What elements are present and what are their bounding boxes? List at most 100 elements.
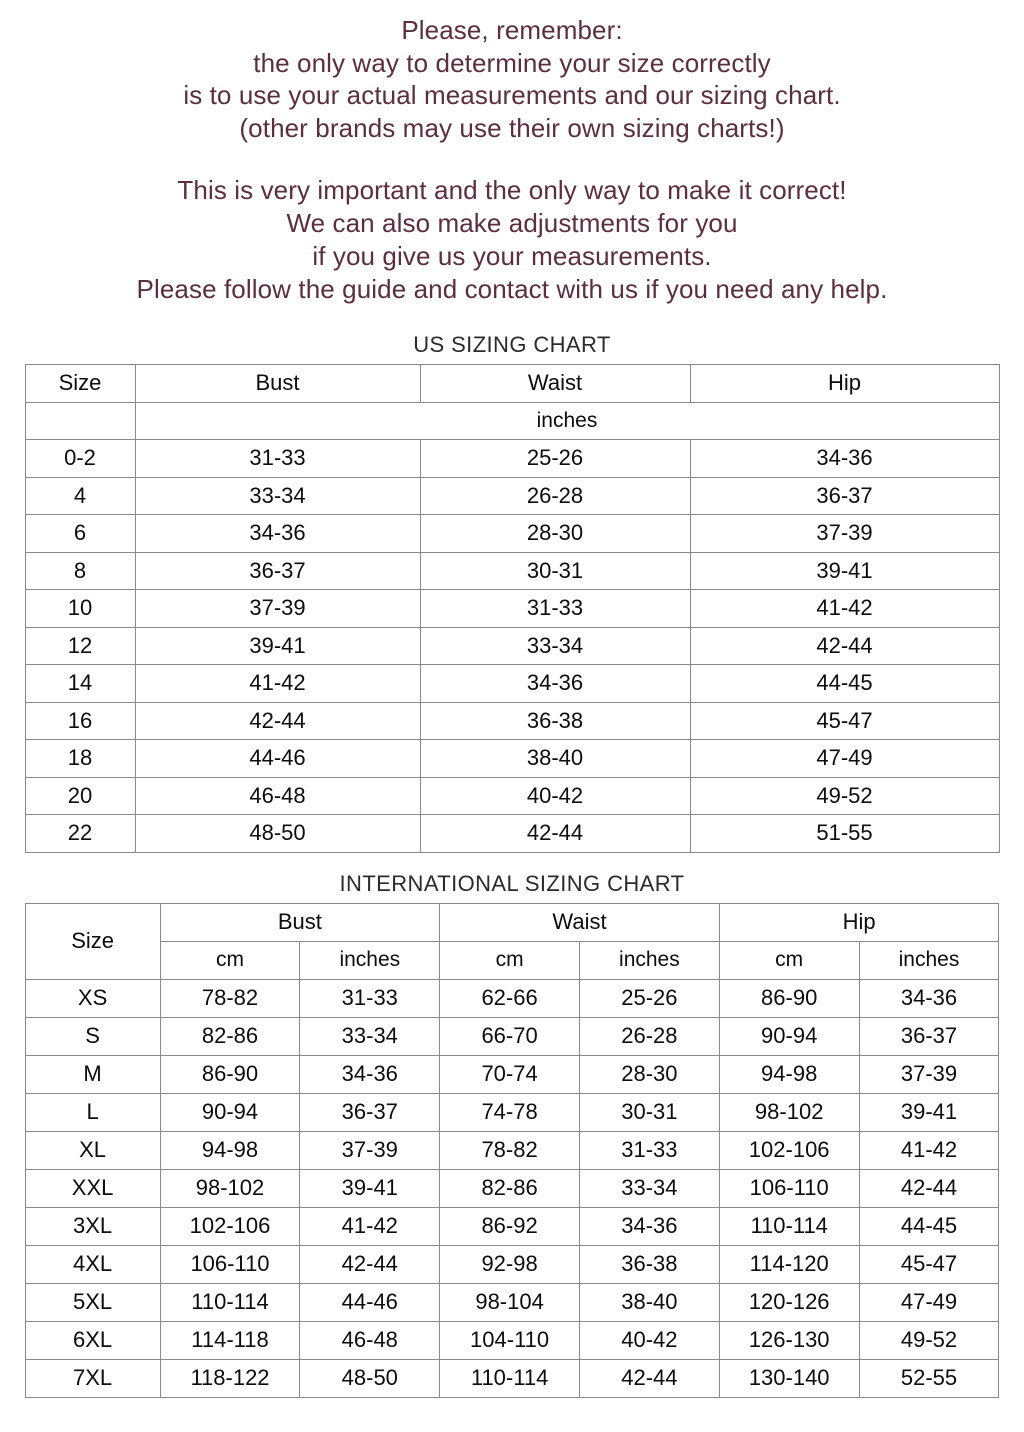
cell-hip-inches: 37-39 <box>858 1054 1000 1094</box>
cell-waist-cm: 62-66 <box>439 978 580 1018</box>
cell-hip-inches: 44-45 <box>858 1206 1000 1246</box>
table-header-row: Size Bust Waist Hip <box>24 364 1000 403</box>
cell-hip: 34-36 <box>689 439 1000 478</box>
cell-bust: 34-36 <box>134 514 421 553</box>
cell-bust-inches: 48-50 <box>299 1358 441 1398</box>
cell-size: XL <box>24 1130 161 1170</box>
table-row: 22 48-50 42-44 51-55 <box>24 814 1000 853</box>
cell-waist: 30-31 <box>419 551 691 590</box>
cell-hip-inches: 52-55 <box>858 1358 1000 1398</box>
table-row: 6 34-36 28-30 37-39 <box>24 514 1000 553</box>
cell-waist: 34-36 <box>419 664 691 703</box>
table-row: 12 39-41 33-34 42-44 <box>24 626 1000 665</box>
notice-line: Please, remember: <box>401 15 623 45</box>
subheader-waist-cm: cm <box>439 940 580 980</box>
table-row: S 82-86 33-34 66-70 26-28 90-94 36-37 <box>24 1016 1000 1056</box>
us-sizing-table: Size Bust Waist Hip inches 0-2 31-33 25-26… <box>24 364 1000 853</box>
table-row: 0-2 31-33 25-26 34-36 <box>24 439 1000 478</box>
cell-size: 10 <box>24 589 136 628</box>
cell-hip-inches: 34-36 <box>858 978 1000 1018</box>
cell-size: 0-2 <box>24 439 136 478</box>
cell-waist-cm: 92-98 <box>439 1244 580 1284</box>
cell-waist: 42-44 <box>419 814 691 853</box>
cell-hip-cm: 126-130 <box>718 1320 860 1360</box>
table-row: 6XL 114-118 46-48 104-110 40-42 126-130 49-52 <box>24 1320 1000 1360</box>
cell-size: L <box>24 1092 161 1132</box>
notice-paragraph-primary: Please, remember: the only way to determ… <box>0 0 1024 144</box>
cell-hip: 49-52 <box>689 776 1000 815</box>
cell-waist-cm: 74-78 <box>439 1092 580 1132</box>
unit-row: inches <box>24 401 1000 440</box>
cell-bust-cm: 94-98 <box>159 1130 301 1170</box>
cell-hip-inches: 42-44 <box>858 1168 1000 1208</box>
notice-line: if you give us your measurements. <box>312 241 712 271</box>
table-row: XL 94-98 37-39 78-82 31-33 102-106 41-42 <box>24 1130 1000 1170</box>
subheader-hip-cm: cm <box>718 940 860 980</box>
cell-size: 22 <box>24 814 136 853</box>
cell-bust-inches: 46-48 <box>299 1320 441 1360</box>
cell-bust: 31-33 <box>134 439 421 478</box>
cell-bust-cm: 90-94 <box>159 1092 301 1132</box>
table-row: XS 78-82 31-33 62-66 25-26 86-90 34-36 <box>24 978 1000 1018</box>
column-header-hip: Hip <box>718 902 1000 942</box>
cell-waist-cm: 104-110 <box>439 1320 580 1360</box>
column-header-bust: Bust <box>159 902 441 942</box>
column-header-size: Size <box>24 364 136 403</box>
cell-waist: 36-38 <box>419 701 691 740</box>
cell-size: 3XL <box>24 1206 161 1246</box>
notice-line: We can also make adjustments for you <box>286 208 738 238</box>
cell-hip-cm: 120-126 <box>718 1282 860 1322</box>
cell-waist: 31-33 <box>419 589 691 628</box>
table-row: 4 33-34 26-28 36-37 <box>24 476 1000 515</box>
cell-bust-cm: 114-118 <box>159 1320 301 1360</box>
table-row: 4XL 106-110 42-44 92-98 36-38 114-120 45-47 <box>24 1244 1000 1284</box>
cell-hip: 39-41 <box>689 551 1000 590</box>
cell-waist-inches: 26-28 <box>578 1016 720 1056</box>
column-header-bust: Bust <box>134 364 421 403</box>
cell-waist: 33-34 <box>419 626 691 665</box>
cell-hip-inches: 47-49 <box>858 1282 1000 1322</box>
subheader-bust-inches: inches <box>299 940 441 980</box>
cell-bust-inches: 37-39 <box>299 1130 441 1170</box>
cell-size: 7XL <box>24 1358 161 1398</box>
cell-bust-cm: 106-110 <box>159 1244 301 1284</box>
table-row: 10 37-39 31-33 41-42 <box>24 589 1000 628</box>
cell-bust: 44-46 <box>134 739 421 778</box>
cell-bust: 36-37 <box>134 551 421 590</box>
cell-hip-inches: 45-47 <box>858 1244 1000 1284</box>
cell-size: 6XL <box>24 1320 161 1360</box>
cell-hip-cm: 90-94 <box>718 1016 860 1056</box>
cell-waist-cm: 86-92 <box>439 1206 580 1246</box>
table-row: L 90-94 36-37 74-78 30-31 98-102 39-41 <box>24 1092 1000 1132</box>
cell-size: 14 <box>24 664 136 703</box>
cell-bust-inches: 41-42 <box>299 1206 441 1246</box>
subheader-waist-inches: inches <box>578 940 720 980</box>
column-header-waist: Waist <box>439 902 720 942</box>
cell-size: S <box>24 1016 161 1056</box>
cell-bust: 42-44 <box>134 701 421 740</box>
table-row: 8 36-37 30-31 39-41 <box>24 551 1000 590</box>
us-sizing-chart-title: US SIZING CHART <box>413 332 611 357</box>
unit-row-spacer <box>24 401 136 440</box>
table-row: XXL 98-102 39-41 82-86 33-34 106-110 42-44 <box>24 1168 1000 1208</box>
cell-waist: 38-40 <box>419 739 691 778</box>
cell-hip: 42-44 <box>689 626 1000 665</box>
cell-bust: 37-39 <box>134 589 421 628</box>
cell-waist-inches: 28-30 <box>578 1054 720 1094</box>
cell-bust-cm: 98-102 <box>159 1168 301 1208</box>
cell-waist-inches: 38-40 <box>578 1282 720 1322</box>
cell-size: M <box>24 1054 161 1094</box>
notice-line: This is very important and the only way … <box>177 175 847 205</box>
cell-waist-cm: 82-86 <box>439 1168 580 1208</box>
cell-hip-cm: 114-120 <box>718 1244 860 1284</box>
cell-waist: 25-26 <box>419 439 691 478</box>
cell-hip-inches: 36-37 <box>858 1016 1000 1056</box>
cell-hip-cm: 102-106 <box>718 1130 860 1170</box>
cell-hip-cm: 94-98 <box>718 1054 860 1094</box>
cell-waist-cm: 70-74 <box>439 1054 580 1094</box>
cell-size: 8 <box>24 551 136 590</box>
cell-waist: 40-42 <box>419 776 691 815</box>
cell-hip-cm: 130-140 <box>718 1358 860 1398</box>
cell-hip: 44-45 <box>689 664 1000 703</box>
cell-hip: 51-55 <box>689 814 1000 853</box>
